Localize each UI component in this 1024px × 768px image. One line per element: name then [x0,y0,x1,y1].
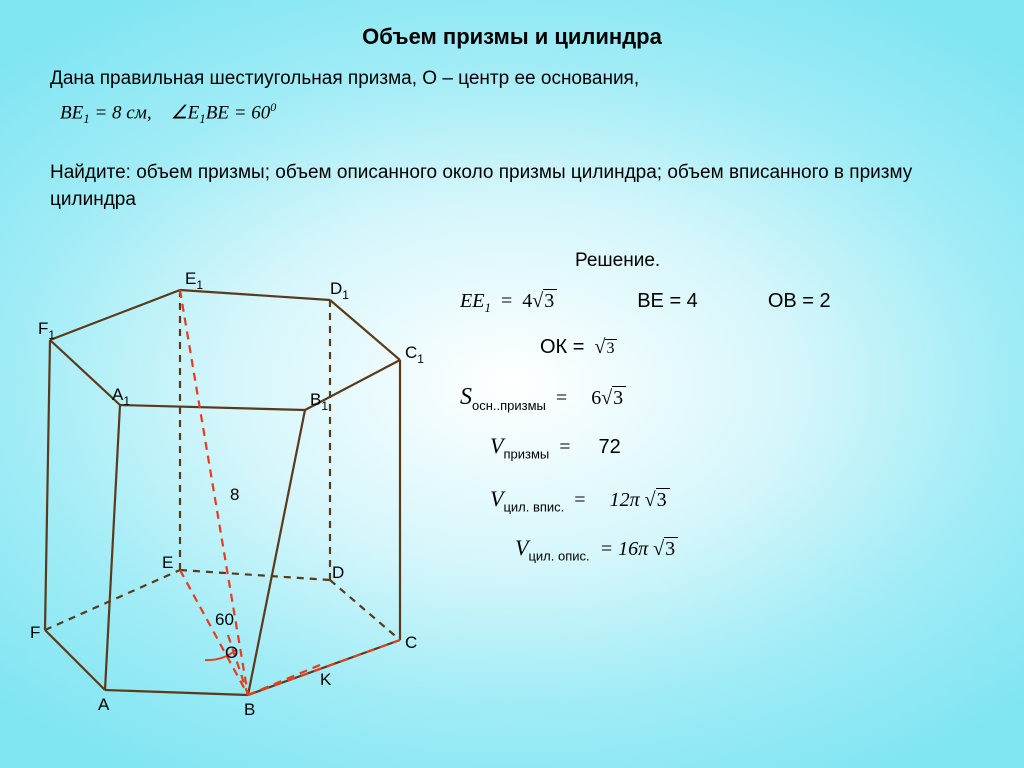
vins-lbl: V [490,486,503,511]
sbase-rad: 3 [612,386,626,409]
row-ee1: EE1 = 43 ВЕ = 4 ОВ = 2 [460,290,994,316]
ee1-coef: 4 [522,290,532,312]
row-ok: ОК = 3 [540,336,994,359]
lbl-8: 8 [230,485,239,504]
lbl-60: 60 [215,610,234,629]
vins-sub: цил. впис. [503,500,564,515]
eq2: = [556,387,567,410]
lbl-B1: B1 [310,390,328,413]
row-sbase: Sосн..призмы = 63 [460,384,994,413]
solution-label: Решение. [575,250,660,272]
lbl-C: C [405,633,417,652]
ee1-sub: 1 [484,300,491,315]
vins-coef: 12π [610,489,640,511]
row-vprism: Vпризмы = 72 [490,433,994,461]
lbl-K: K [320,670,332,689]
angle-sym: ∠E [171,102,200,123]
ok-sqrt: 3 [594,336,617,359]
lbl-F1: F1 [38,319,55,342]
lbl-B: B [244,700,255,719]
vcir-coef: = 16π [600,538,649,560]
vprism-sub: призмы [503,446,549,461]
sbase-coef: 6 [591,387,601,409]
given-text: Дана правильная шестиугольная призма, О … [50,68,639,90]
vcir-sqrt: 3 [653,538,678,561]
angle-rest: BE = 60 [206,102,271,123]
vprism-val: 72 [599,436,621,459]
given-formula: BE1 = 8 см, ∠E1BE = 600 [60,100,276,127]
lbl-D: D [332,563,344,582]
be-val: ВЕ = 4 [637,290,698,313]
vcir-sub: цил. опис. [528,548,589,563]
lbl-D1: D1 [330,279,349,302]
vcir-rad: 3 [664,537,678,560]
prism-diagram: E1 D1 C1 B1 A1 F1 E D C B A F O K 8 60 [30,260,430,730]
vcir-lbl: V [515,535,528,560]
sbase-sqrt: 3 [601,387,626,410]
ee1-lbl: EE [460,290,484,312]
lbl-O: O [225,643,238,662]
ee1-rad: 3 [543,289,557,312]
eq3: = [559,436,570,459]
task-text: Найдите: объем призмы; объем описанного … [50,160,974,213]
be1-val: = 8 см, [94,102,151,123]
row-vcir: Vцил. опис. = 16π 3 [515,535,994,563]
be1-var: BE [60,102,83,123]
ok-rad: 3 [605,339,617,357]
vprism-lbl: V [490,433,503,458]
lbl-E1: E1 [185,269,203,292]
solution-block: EE1 = 43 ВЕ = 4 ОВ = 2 ОК = 3 Sосн..приз… [460,290,994,583]
ob-val: ОВ = 2 [768,290,831,313]
vins-rad: 3 [656,488,670,511]
eq1: = [501,290,512,313]
lbl-A: A [98,695,110,714]
eq4: = [574,489,585,512]
vins-sqrt: 3 [645,489,670,512]
page-title: Объем призмы и цилиндра [0,24,1024,50]
be1-sub: 1 [83,111,90,126]
sbase-lbl: S [460,384,472,410]
row-vins: Vцил. впис. = 12π 3 [490,486,994,514]
lbl-C1: C1 [405,343,424,366]
ee1-sqrt: 3 [532,290,557,313]
lbl-F: F [30,623,40,642]
sbase-sub: осн..призмы [472,398,546,413]
angle-sup: 0 [270,100,276,114]
lbl-E: E [162,553,173,572]
ok-lbl: ОК = [540,336,584,359]
